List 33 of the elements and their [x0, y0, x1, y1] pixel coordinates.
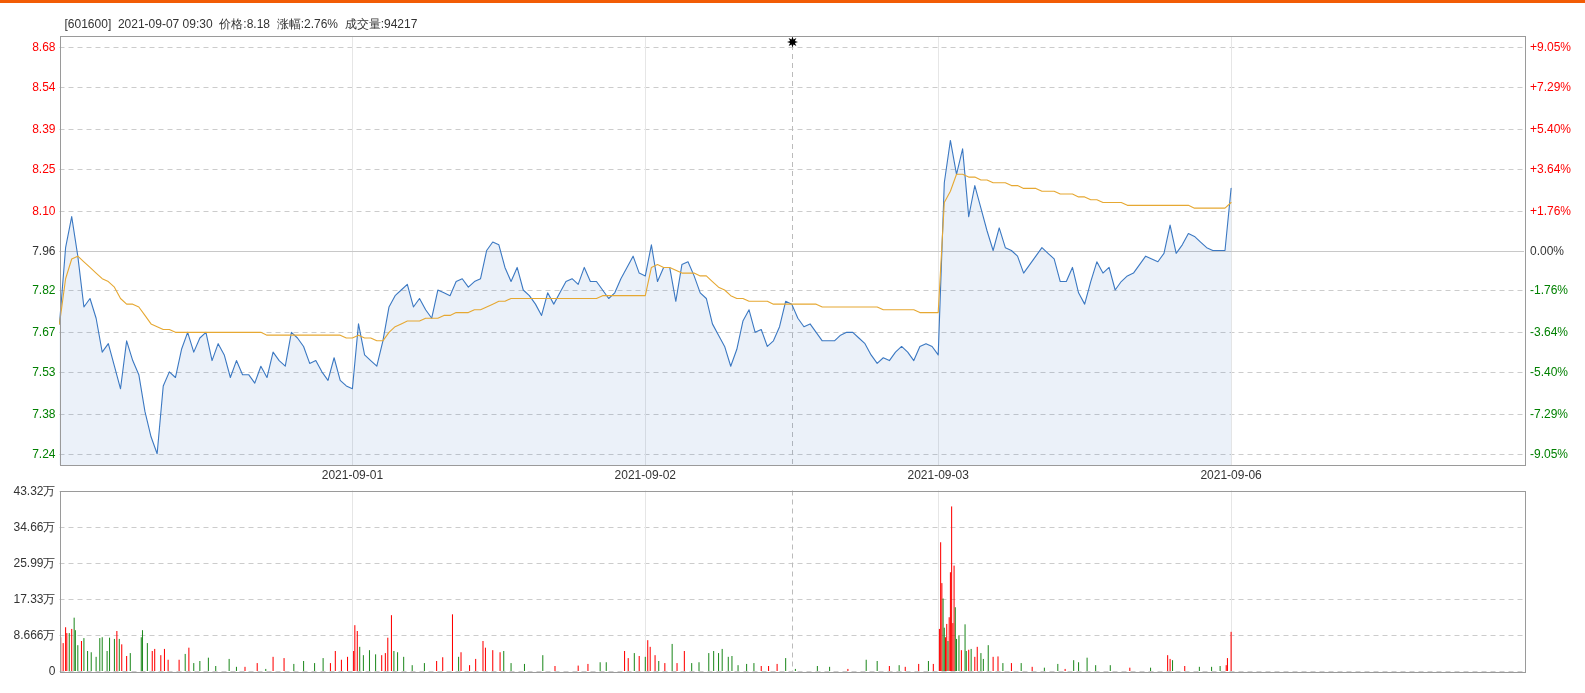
y2-tick-label: -7.29% — [1530, 407, 1569, 422]
y2-tick-label: +5.40% — [1530, 122, 1572, 137]
y-tick-label: 7.82 — [32, 283, 56, 298]
x-tick-label: 2021-09-06 — [1200, 468, 1263, 482]
x-tick-label: 2021-09-03 — [907, 468, 970, 482]
y-tick-label: 7.38 — [32, 407, 56, 422]
y-tick-label: 7.24 — [32, 446, 56, 461]
y-tick-label: 8.666万 — [13, 627, 56, 642]
y-tick-label: 7.53 — [32, 364, 56, 379]
y2-tick-label: -5.40% — [1530, 364, 1569, 379]
y-tick-label: 25.99万 — [13, 555, 56, 570]
y-tick-label: 8.68 — [32, 40, 56, 55]
y-tick-label: 7.96 — [32, 243, 56, 258]
y-tick-label: 8.25 — [32, 161, 56, 176]
x-tick-label: 2021-09-02 — [614, 468, 677, 482]
y-tick-label: 8.54 — [32, 79, 56, 94]
y2-tick-label: +9.05% — [1530, 40, 1572, 55]
y-tick-label: 0 — [48, 664, 56, 678]
y-tick-label: 43.32万 — [13, 483, 56, 498]
y-tick-label: 34.66万 — [13, 519, 56, 534]
x-tick-label: 2021-09-01 — [321, 468, 384, 482]
y2-tick-label: +3.64% — [1530, 161, 1572, 176]
y-tick-label: 8.10 — [32, 203, 56, 218]
y2-tick-label: +7.29% — [1530, 79, 1572, 94]
y2-tick-label: -1.76% — [1530, 283, 1569, 298]
y-tick-label: 8.39 — [32, 122, 56, 137]
y2-tick-label: 0.00% — [1530, 243, 1565, 258]
y2-tick-label: -9.05% — [1530, 446, 1569, 461]
y2-tick-label: -3.64% — [1530, 325, 1569, 340]
y-tick-label: 7.67 — [32, 325, 56, 340]
y2-tick-label: +1.76% — [1530, 203, 1572, 218]
y-tick-label: 17.33万 — [13, 591, 56, 606]
chart-title: [601600] 2021-09-07 09:30 价格:8.18 涨幅:2.76% 成交量:94217 — [64, 16, 418, 31]
